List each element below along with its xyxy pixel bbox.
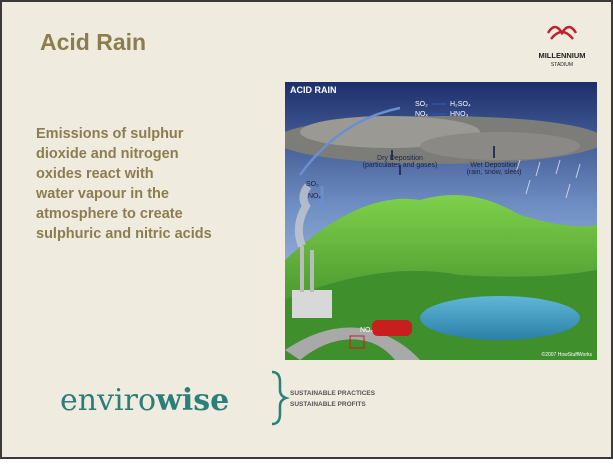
dry-deposition: Dry Deposition bbox=[377, 155, 423, 162]
logo-text: STADIUM bbox=[551, 62, 573, 68]
logo-text: MILLENNIUM bbox=[538, 51, 585, 60]
formula: SO₂ bbox=[306, 181, 319, 188]
brand-light: enviro bbox=[60, 383, 156, 418]
body-line: atmosphere to create bbox=[36, 206, 183, 222]
formula: HNO₃ bbox=[450, 111, 469, 118]
wet-detail: (rain, snow, sleet) bbox=[467, 169, 522, 176]
formula: NOₓ bbox=[415, 111, 429, 118]
slide-title: Acid Rain bbox=[40, 29, 146, 55]
brand: envirowise bbox=[60, 383, 229, 418]
formula: H₂SO₄ bbox=[450, 101, 471, 108]
stadium-logo: MILLENNIUM STADIUM bbox=[538, 25, 586, 68]
dry-detail: (particulates and gases) bbox=[363, 162, 438, 169]
formula: NOₓ bbox=[360, 327, 374, 334]
credit: ©2007 HowStuffWorks bbox=[542, 351, 593, 358]
illustration-heading: ACID RAIN bbox=[290, 85, 337, 95]
body-line: oxides react with bbox=[36, 166, 154, 182]
tagline: SUSTAINABLE PROFITS bbox=[290, 401, 366, 408]
body-line: sulphuric and nitric acids bbox=[36, 226, 212, 242]
body-line: Emissions of sulphur bbox=[36, 126, 184, 142]
brand-bold: wise bbox=[155, 383, 229, 418]
body-line: dioxide and nitrogen bbox=[36, 146, 179, 162]
body-line: water vapour in the bbox=[35, 186, 169, 202]
envirowise-logo: envirowise SUSTAINABLE PRACTICES SUSTAIN… bbox=[60, 370, 376, 426]
body-text: Emissions of sulphur dioxide and nitroge… bbox=[35, 126, 212, 242]
formula: NOₓ bbox=[308, 193, 322, 200]
illustration: ACID RAIN SO₂ H₂SO₄ NOₓ HNO₃ Dry Deposit… bbox=[285, 82, 597, 360]
formula: SO₂ bbox=[415, 101, 428, 108]
wet-deposition: Wet Deposition bbox=[470, 162, 517, 169]
tagline: SUSTAINABLE PRACTICES bbox=[290, 390, 376, 397]
